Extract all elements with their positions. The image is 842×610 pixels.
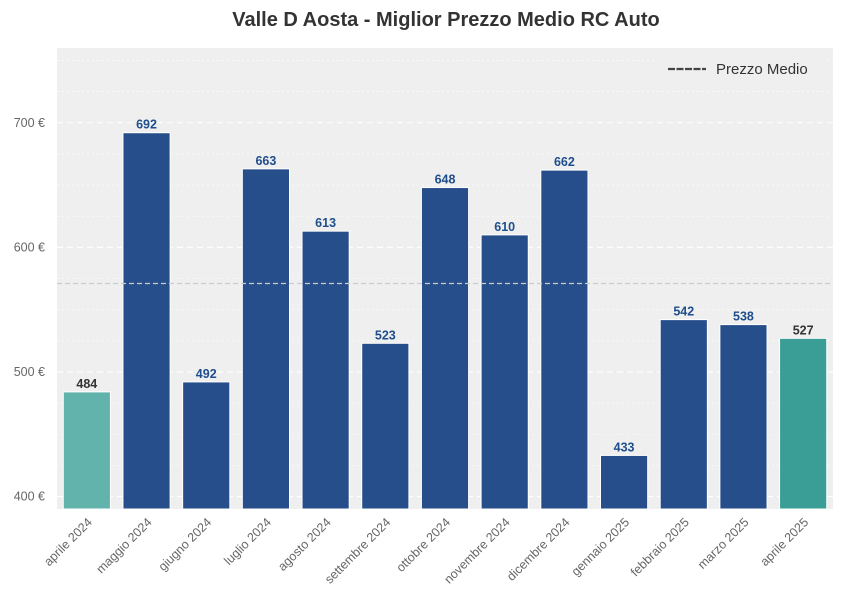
x-tick-label: febbraio 2025 [628,515,692,579]
bar-value-label: 613 [315,216,336,230]
legend: Prezzo Medio [658,55,824,83]
y-tick-label: 400 € [14,490,45,504]
x-tick-label: ottobre 2024 [394,515,454,575]
bar [480,234,529,510]
bar [241,168,291,510]
bars [62,132,828,510]
bar [122,132,171,510]
bar-value-label: 648 [435,173,456,187]
bar [599,454,649,510]
bar-value-label: 662 [554,155,575,169]
bar-value-label: 542 [673,305,694,319]
bar-value-label: 433 [614,440,635,454]
y-tick-label: 700 € [14,116,45,130]
chart-title: Valle D Aosta - Miglior Prezzo Medio RC … [232,9,659,31]
x-tick-label: aprile 2024 [41,515,95,569]
x-tick-label: gennaio 2025 [569,515,633,579]
bar-value-label: 523 [375,328,396,342]
y-tick-label: 500 € [14,365,45,379]
x-tick-label: agosto 2024 [275,515,334,574]
bar [719,324,768,510]
y-tick-label: 600 € [14,240,45,254]
legend-label-prezzo-medio: Prezzo Medio [716,61,808,78]
bar [779,337,828,510]
x-tick-label: maggio 2024 [94,515,155,576]
bar-value-label: 692 [136,118,157,132]
bar [361,342,410,510]
x-tick-label: aprile 2025 [758,515,812,569]
x-tick-label: marzo 2025 [695,515,752,572]
y-axis-ticks: 400 € 500 € 600 € 700 € [14,116,45,504]
x-tick-label: giugno 2024 [156,515,215,574]
bar [182,381,231,510]
bar-value-label: 492 [196,367,217,381]
bar [301,230,350,510]
bar [540,169,589,510]
x-tick-label: dicembre 2024 [504,515,572,583]
bar-value-label: 610 [494,220,515,234]
bar [659,319,708,510]
bar-value-label: 663 [255,154,276,168]
legend-box [658,55,824,83]
bar-labels: 484 692 492 663 613 523 648 610 662 433 542 538 527 [76,118,813,455]
bar [420,187,470,510]
x-tick-label: luglio 2024 [221,515,274,568]
bar-value-label: 527 [793,323,814,337]
bar-value-label: 484 [76,377,97,391]
bar [62,391,111,510]
bar-value-label: 538 [733,310,754,324]
